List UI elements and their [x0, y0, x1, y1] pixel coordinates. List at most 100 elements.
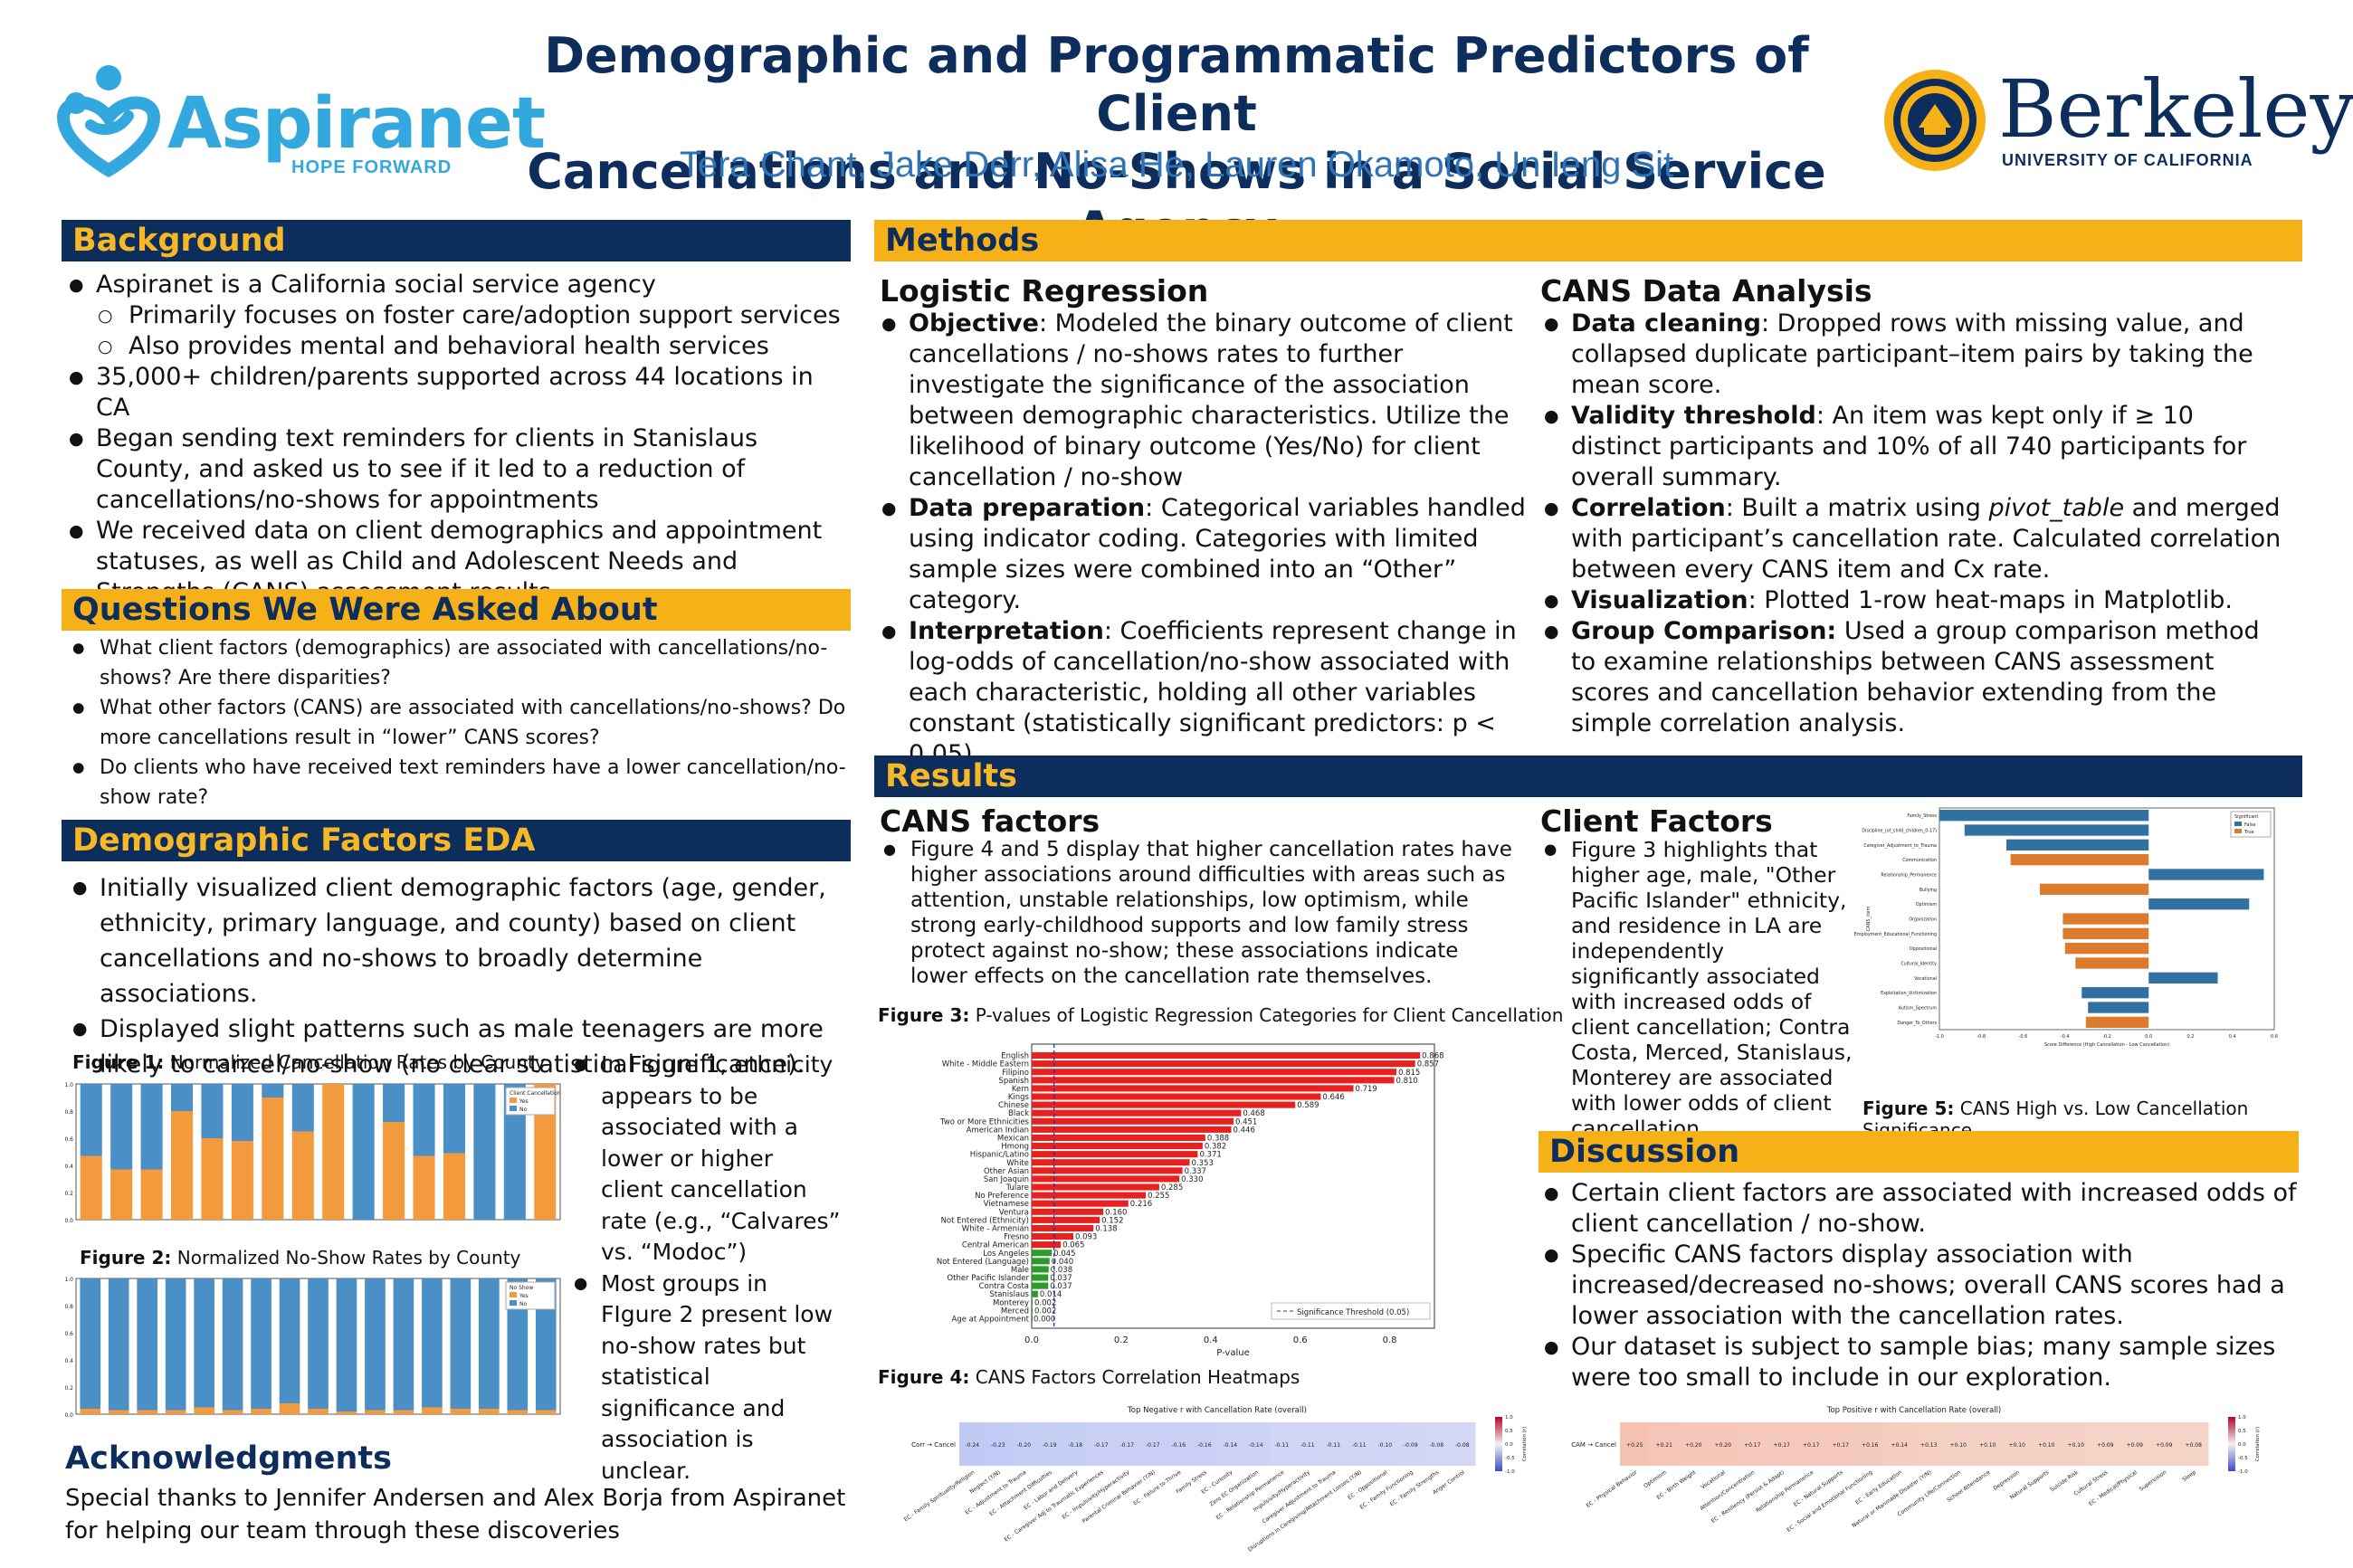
fig4a-x-label: EC - Family Spirituality/Religion [903, 1469, 976, 1524]
question-item: Do clients who have received text remind… [69, 753, 858, 813]
fig1-bar-no [443, 1084, 466, 1154]
fig4a-cell-value: -0.08 [1455, 1442, 1470, 1449]
fig4b-cell-value: +0.21 [1656, 1442, 1673, 1449]
fig2-bar-no [194, 1278, 214, 1408]
fig4-positive-heatmap: Top Positive r with Cancellation Rate (o… [1571, 1406, 2261, 1534]
fig4b-cell-value: +0.20 [1715, 1442, 1732, 1449]
fig3-value-label: 0.045 [1053, 1250, 1075, 1259]
fig2-bar-yes [137, 1410, 158, 1414]
fig4b-cell [1884, 1422, 1915, 1466]
fig3-category-label: Spanish [998, 1077, 1029, 1086]
fig5-legend-title: Significant [2234, 814, 2258, 820]
fig5-bar [2062, 927, 2149, 939]
fig5-legend-true: True [2243, 830, 2254, 835]
fig5-legend-false-swatch [2234, 822, 2242, 826]
cans-method-term: Data cleaning [1571, 309, 1761, 337]
fig4b-cell [1973, 1422, 2003, 1466]
fig2-bar-yes [108, 1410, 129, 1414]
fig3-tick-label: 0.8 [1383, 1335, 1397, 1345]
fig5-category-label: Oppositional [1910, 946, 1937, 952]
cans-method-text: : Built a matrix using [1725, 494, 1989, 522]
fig1-bar-yes [383, 1122, 405, 1220]
fig3-bar [1032, 1167, 1183, 1174]
fig4b-x-label: EC - Natural Supports [1793, 1469, 1844, 1508]
berkeley-logo: Berkeley UNIVERSITY OF CALIFORNIA [1882, 62, 2353, 176]
fig4a-colorbar-tick: 0.5 [1505, 1429, 1513, 1434]
fig1-bar-yes [291, 1131, 314, 1220]
fig5-tick-label: -0.6 [2019, 1034, 2028, 1040]
fig4b-x-label: Vocational [1700, 1469, 1727, 1491]
fig4a-cell-value: -0.19 [1043, 1442, 1057, 1449]
cans-method-term: Correlation [1571, 494, 1726, 522]
fig2-bar-yes [450, 1409, 472, 1414]
poster-title: Demographic and Programmatic Predictors … [471, 27, 1882, 259]
fig5-category-label: Organization [1909, 917, 1937, 923]
fig5-tick-label: 0.2 [2187, 1034, 2195, 1040]
fig3-category-label: Mexican [997, 1135, 1029, 1144]
fig2-legend-no-swatch [510, 1300, 517, 1306]
fig3-bar [1032, 1290, 1038, 1297]
fig5-legend-true-swatch [2234, 829, 2242, 833]
fig3-category-label: Los Angeles [983, 1250, 1029, 1259]
fig4b-cell [1825, 1422, 1856, 1466]
fig3-tick-label: 0.4 [1204, 1335, 1218, 1345]
fig4a-cell-value: -0.10 [1377, 1442, 1392, 1449]
cans-method-item: Data cleaning: Dropped rows with missing… [1540, 309, 2282, 401]
fig5-bar [2148, 869, 2264, 880]
background-item: 35,000+ children/parents supported acros… [65, 362, 854, 423]
fig4b-cell [2002, 1422, 2033, 1466]
fig4b-cell-value: +0.20 [1685, 1442, 1702, 1449]
fig4a-cell-value: -0.24 [965, 1442, 979, 1449]
fig3-category-label: Other Pacific Islander [947, 1274, 1029, 1283]
cans-method-term: Validity threshold [1571, 402, 1816, 430]
fig4a-cell [985, 1422, 1012, 1466]
fig3-bar [1032, 1233, 1073, 1240]
fig4a-colorbar-label: Correlation (r) [1522, 1427, 1528, 1462]
fig3-value-label: 0.038 [1051, 1266, 1072, 1275]
fig3-bar [1032, 1085, 1354, 1092]
fig3-caption: Figure 3: P-values of Logistic Regressio… [878, 1004, 1564, 1026]
eda-item: Initially visualized client demographic … [69, 870, 858, 1012]
fig5-bar [2085, 1016, 2149, 1028]
fig2-bar-no [478, 1278, 500, 1409]
fig4a-cell [1449, 1422, 1476, 1466]
fig4b-cell [1796, 1422, 1826, 1466]
fig4b-cell [2178, 1422, 2209, 1466]
fig3-category-label: Stanislaus [989, 1290, 1029, 1299]
client-factors-list: Figure 3 highlights that higher age, mal… [1540, 837, 1853, 1141]
fig3-chart: English 0.868 White - Middle Eastern 0.857 F… [937, 1043, 1444, 1358]
fig5-category-label: Danger_To_Others [1897, 1021, 1937, 1026]
fig2-tick-label: 0.4 [64, 1358, 73, 1364]
background-item: Primarily focuses on foster care/adoptio… [65, 300, 854, 331]
discussion-list: Certain client factors are associated wi… [1540, 1178, 2301, 1393]
fig3-category-label: Not Entered (Ethnicity) [941, 1216, 1029, 1225]
fig3-bar [1032, 1093, 1321, 1100]
questions-list: What client factors (demographics) are a… [69, 633, 858, 813]
fig3-value-label: 0.002 [1034, 1307, 1056, 1316]
fig2-bar-no [308, 1278, 329, 1409]
fig4a-cell [1294, 1422, 1321, 1466]
fig4a-row-label: Corr → Cancel [911, 1441, 956, 1449]
fig3-bar [1032, 1101, 1296, 1108]
fig4b-cell [1738, 1422, 1767, 1466]
fig4b-cell-value: +0.10 [1950, 1442, 1967, 1449]
fig5-tick-label: 0.0 [2145, 1034, 2152, 1040]
logistic-text: : Modeled the binary outcome of client c… [909, 309, 1513, 491]
fig5-tick-label: -0.4 [2061, 1034, 2070, 1040]
fig1-bar-no [352, 1084, 375, 1220]
fig4b-colorbar [2228, 1417, 2235, 1471]
fig4b-cell-value: +0.08 [2186, 1442, 2203, 1449]
fig3-category-label: Hispanic/Latino [970, 1151, 1029, 1160]
fig3-value-label: 0.468 [1243, 1109, 1264, 1118]
fig2-bar-yes [222, 1410, 243, 1414]
fig2-bar-no [450, 1278, 472, 1409]
fig4a-cell-value: -0.20 [1016, 1442, 1031, 1449]
fig3-category-label: Two or More Ethnicities [939, 1117, 1030, 1126]
fig5-tick-label: -0.2 [2102, 1034, 2111, 1040]
fig3-value-label: 0.371 [1199, 1151, 1221, 1160]
fig3-bar [1032, 1183, 1159, 1191]
fig2-legend-yes: Yes [519, 1293, 529, 1299]
fig2-bar-no [336, 1278, 357, 1411]
fig3-bar [1032, 1069, 1396, 1076]
fig3-value-label: 0.382 [1205, 1143, 1226, 1152]
